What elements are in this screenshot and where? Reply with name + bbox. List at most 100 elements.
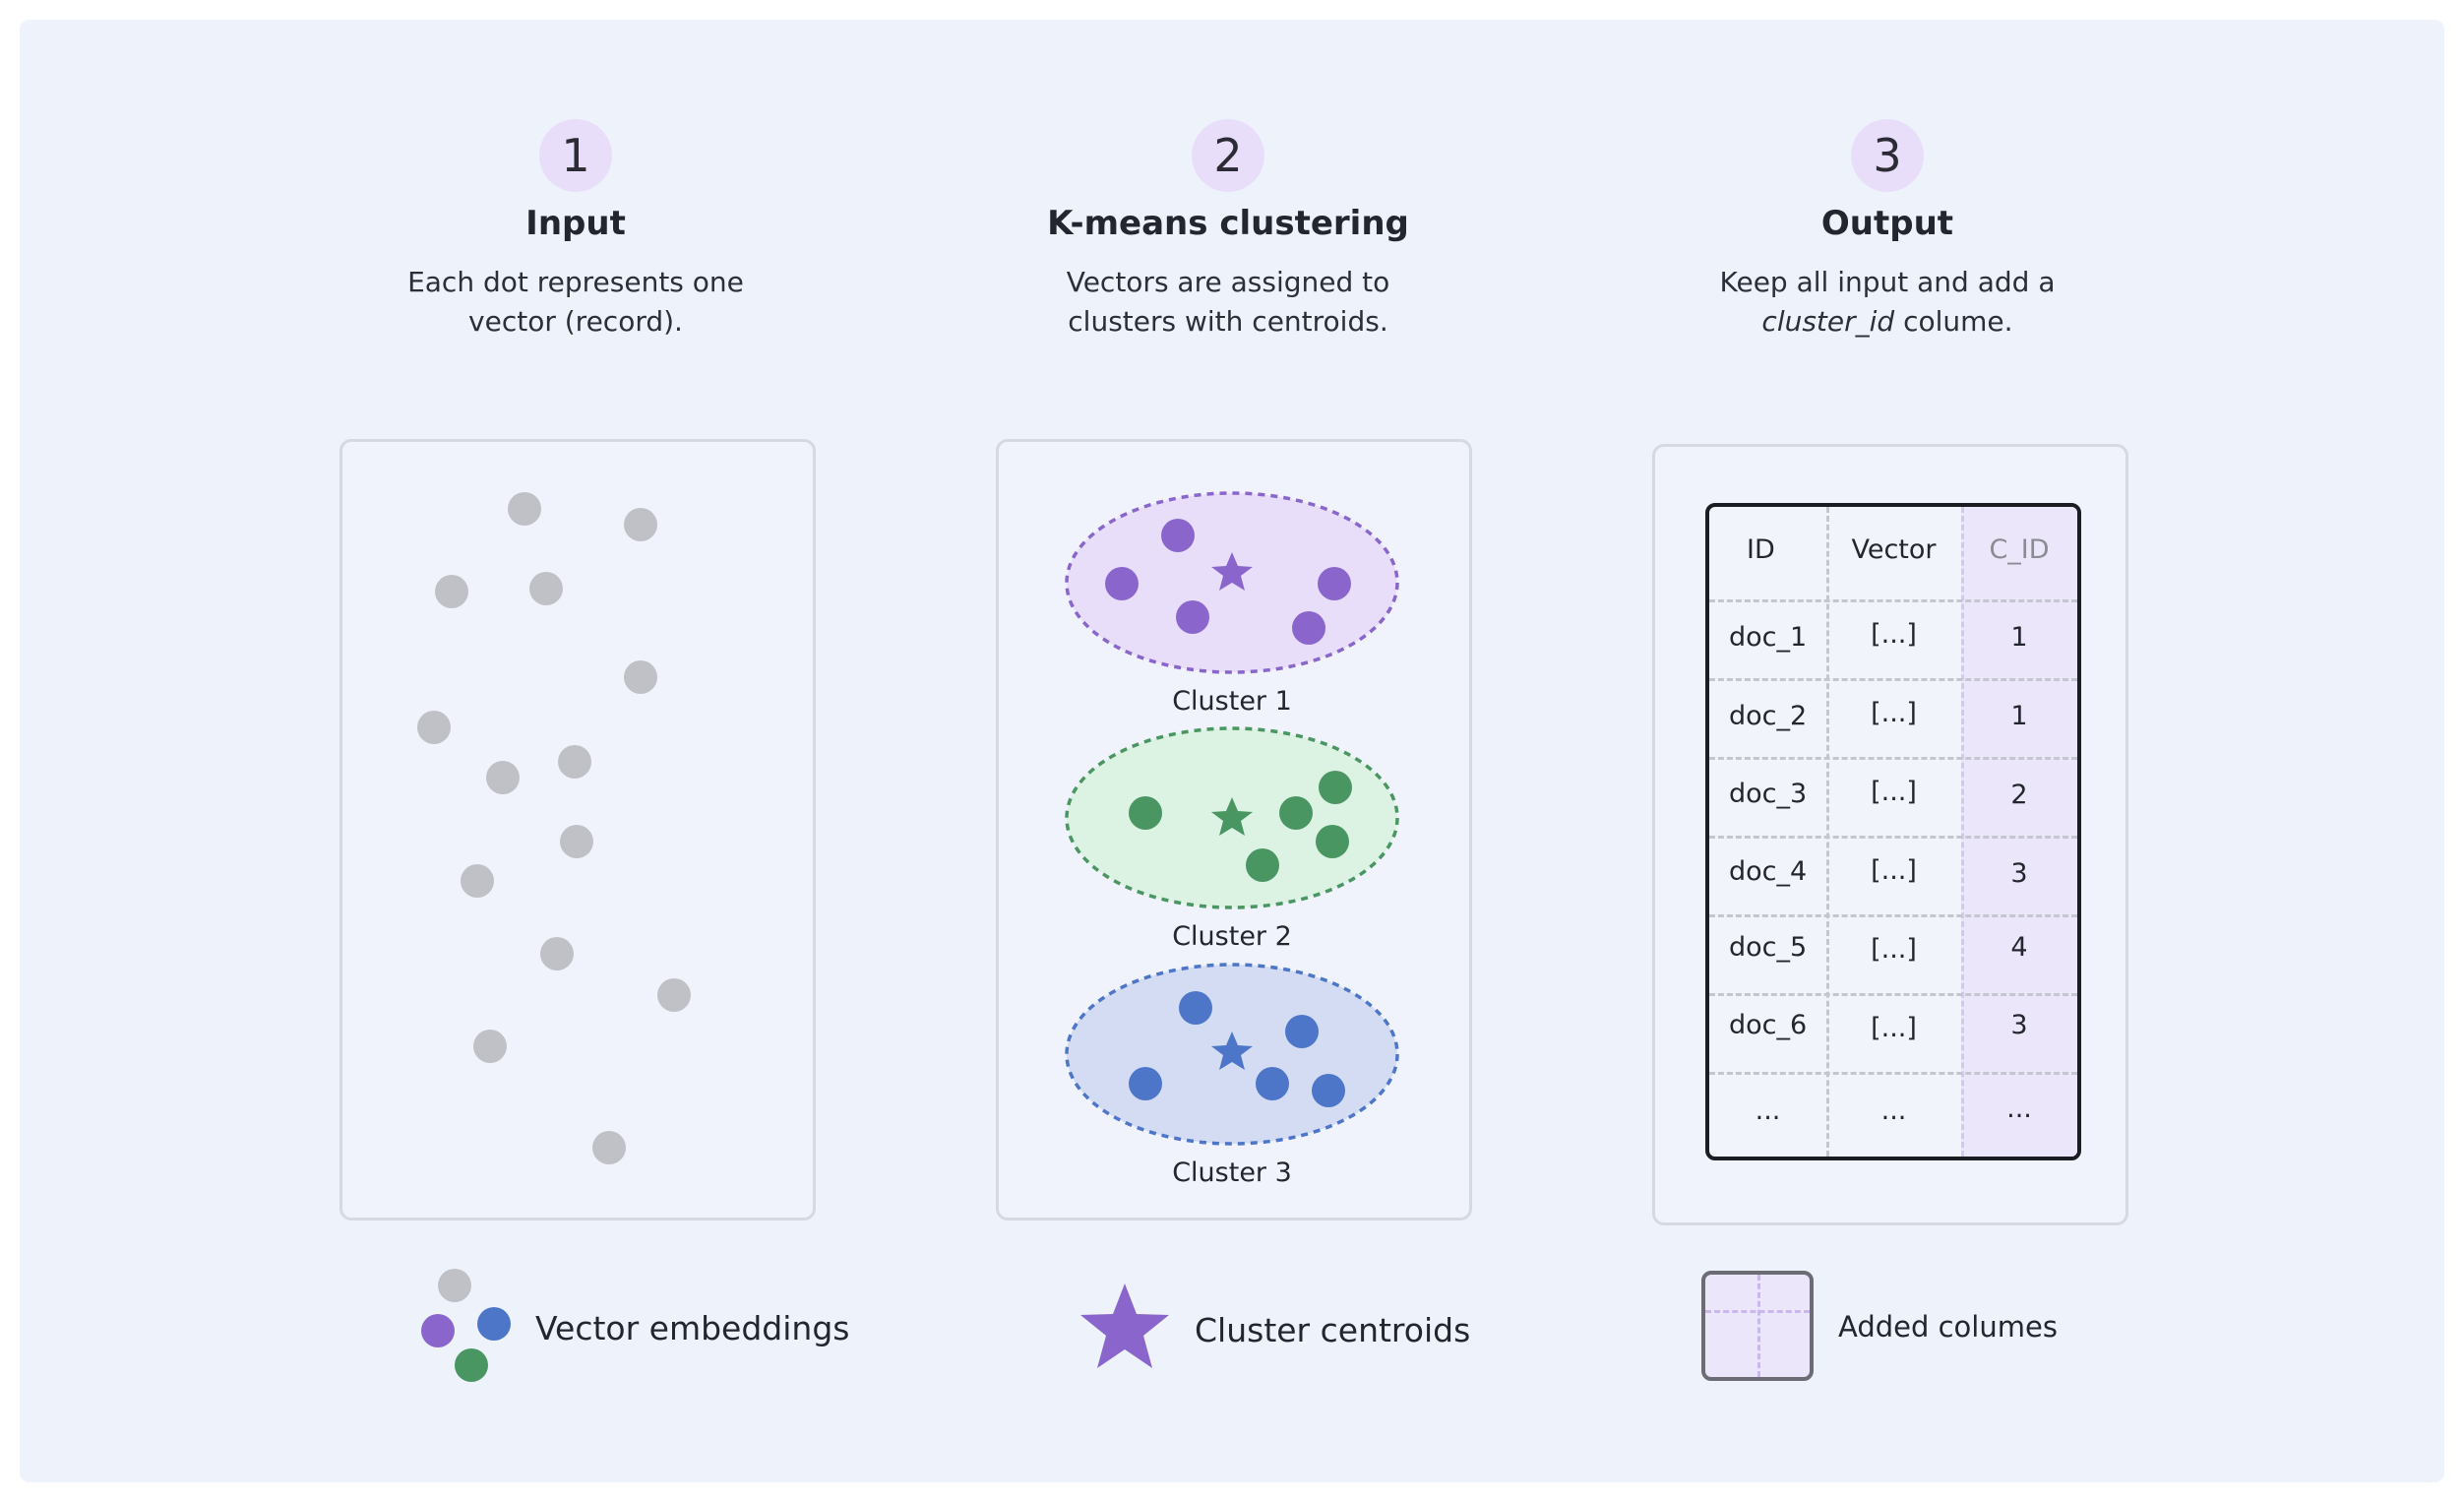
vector-dot — [540, 937, 574, 970]
table-cell-id: doc_6 — [1729, 1010, 1808, 1040]
table-cell-vector: [...] — [1871, 619, 1917, 650]
vector-dot — [508, 492, 541, 526]
step-1-description-line-1: Each dot represents one — [407, 266, 744, 298]
vector-dot — [624, 508, 657, 541]
vector-dot — [435, 575, 468, 608]
step-2-description-line-2: clusters with centroids. — [1068, 305, 1388, 338]
step-2-title: K-means clustering — [1047, 204, 1409, 243]
vector-dot — [657, 978, 691, 1012]
step-2-description: Vectors are assigned to clusters with ce… — [972, 263, 1484, 342]
step-2-badge: 2 — [1192, 119, 1264, 192]
legend-embeddings-label: Vector embeddings — [535, 1309, 850, 1347]
table-cell-id: doc_5 — [1729, 932, 1808, 963]
cluster-1-dot — [1292, 611, 1325, 645]
vector-dot — [529, 572, 563, 605]
table-cell-id: doc_3 — [1729, 779, 1808, 809]
table-cell-cid: 4 — [2010, 932, 2028, 963]
row-divider — [1709, 993, 2077, 996]
row-divider — [1709, 914, 2077, 917]
table-cell-id: ... — [1755, 1095, 1781, 1126]
table-header-vector: Vector — [1851, 534, 1937, 565]
vector-dot — [624, 660, 657, 694]
table-cell-cid: 3 — [2010, 858, 2028, 889]
legend-purple-dot — [421, 1314, 455, 1347]
cluster-3-label: Cluster 3 — [1172, 1158, 1292, 1188]
step-3-description-line-2-rest: colume. — [1894, 305, 2013, 338]
cluster-1-dot — [1105, 567, 1139, 600]
cluster-3-dot — [1179, 991, 1212, 1025]
cluster-2-label: Cluster 2 — [1172, 921, 1292, 952]
legend-added-columns-icon — [1701, 1271, 1814, 1381]
cluster-2-dot — [1319, 771, 1352, 804]
table-header-id: ID — [1747, 534, 1775, 565]
cluster-1-dot — [1318, 567, 1351, 600]
table-cell-vector: [...] — [1871, 934, 1917, 965]
cluster-3-dot — [1312, 1074, 1345, 1107]
table-cell-vector: [...] — [1871, 777, 1917, 807]
step-1-title: Input — [525, 204, 626, 243]
table-header-cid: C_ID — [1989, 534, 2050, 565]
cluster-2-dot — [1316, 825, 1349, 858]
step-3-header: 3 Output Keep all input and add a cluste… — [1632, 119, 2143, 342]
cluster-1-centroid-star-icon — [1211, 552, 1253, 591]
table-cell-id: doc_4 — [1729, 856, 1808, 887]
step-1-description-line-2: vector (record). — [468, 305, 683, 338]
legend-added-columns-label: Added columes — [1838, 1310, 2058, 1344]
legend-blue-dot — [477, 1307, 511, 1341]
step-3-description: Keep all input and add a cluster_id colu… — [1632, 263, 2143, 342]
legend-grey-dot — [438, 1269, 471, 1302]
vector-dot — [558, 745, 591, 779]
output-table: ID Vector C_ID doc_1 [...] 1 doc_2 [...]… — [1705, 503, 2081, 1160]
cluster-2-dot — [1129, 796, 1162, 830]
table-cell-cid: 1 — [2010, 701, 2028, 731]
vector-dot — [473, 1030, 507, 1063]
cluster-3-centroid-star-icon — [1211, 1032, 1253, 1070]
table-cell-vector: [...] — [1871, 698, 1917, 728]
cluster-1-dot — [1161, 519, 1195, 552]
step-3-description-line-2: cluster_id colume. — [1632, 302, 2143, 342]
step-3-badge: 3 — [1851, 119, 1924, 192]
legend-centroid-star-icon — [1080, 1283, 1169, 1368]
step-1-header: 1 Input Each dot represents one vector (… — [320, 119, 832, 342]
table-cell-id: doc_2 — [1729, 701, 1808, 731]
table-cell-cid: ... — [2006, 1094, 2032, 1124]
vector-dot — [560, 825, 593, 858]
vector-dot — [417, 711, 451, 744]
vector-dot — [461, 864, 494, 898]
step-2-description-line-1: Vectors are assigned to — [1066, 266, 1390, 298]
row-divider — [1709, 599, 2077, 602]
added-column-highlight — [1961, 507, 2077, 1157]
table-cell-vector: ... — [1880, 1095, 1907, 1126]
cluster-3-dot — [1129, 1067, 1162, 1100]
legend-centroids-label: Cluster centroids — [1195, 1311, 1471, 1349]
vector-dot — [486, 761, 520, 794]
column-divider — [1961, 507, 1964, 1157]
row-divider — [1709, 757, 2077, 760]
step-3-title: Output — [1820, 204, 1954, 243]
cluster-1-dot — [1176, 600, 1209, 634]
cluster-1-label: Cluster 1 — [1172, 686, 1292, 717]
table-cell-vector: [...] — [1871, 1013, 1917, 1043]
row-divider — [1709, 678, 2077, 681]
cluster-3-dot — [1285, 1015, 1319, 1048]
cluster-2-dot — [1246, 848, 1279, 882]
step-2-header: 2 K-means clustering Vectors are assigne… — [972, 119, 1484, 342]
step-3-description-line-1: Keep all input and add a — [1719, 266, 2056, 298]
cluster-id-term: cluster_id — [1761, 305, 1895, 338]
step-1-badge: 1 — [539, 119, 612, 192]
cluster-3-dot — [1256, 1067, 1289, 1100]
vector-dot — [592, 1131, 626, 1164]
column-divider — [1826, 507, 1829, 1157]
table-cell-vector: [...] — [1871, 855, 1917, 886]
table-cell-cid: 2 — [2010, 780, 2028, 810]
legend-green-dot — [455, 1348, 488, 1382]
table-cell-id: doc_1 — [1729, 622, 1808, 653]
row-divider — [1709, 836, 2077, 839]
row-divider — [1709, 1072, 2077, 1075]
step-1-description: Each dot represents one vector (record). — [320, 263, 832, 342]
table-cell-cid: 3 — [2010, 1010, 2028, 1040]
cluster-2-centroid-star-icon — [1211, 797, 1253, 836]
table-cell-cid: 1 — [2010, 622, 2028, 653]
cluster-2-dot — [1279, 796, 1313, 830]
